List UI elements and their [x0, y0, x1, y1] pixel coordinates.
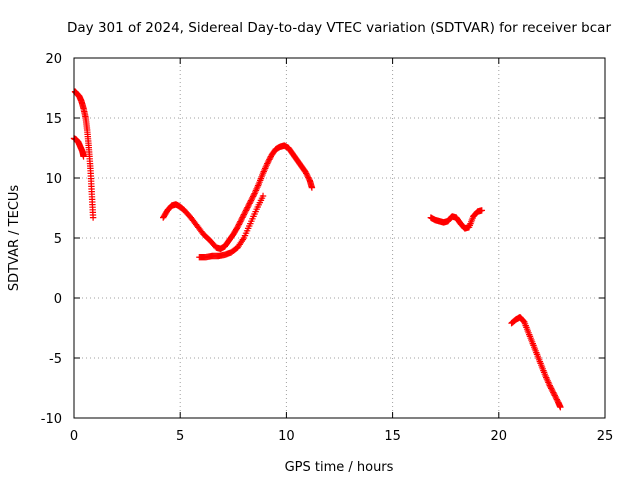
data-point [303, 170, 310, 177]
data-point [308, 184, 316, 191]
x-tick-label: 20 [491, 429, 508, 444]
y-tick-label: 15 [45, 112, 62, 127]
data-point [265, 157, 272, 164]
series-arc2 [70, 135, 87, 160]
data-point [236, 219, 243, 227]
data-point [557, 404, 564, 411]
series-arc4 [196, 192, 267, 261]
data-point [240, 211, 248, 218]
y-tick-label: 10 [45, 172, 62, 187]
y-tick-label: -10 [41, 412, 62, 427]
x-tick-label: 0 [70, 429, 78, 444]
x-tick-label: 5 [176, 429, 184, 444]
y-tick-label: 0 [54, 292, 62, 307]
data-point [552, 393, 559, 400]
y-axis-label: SDTVAR / TECUs [7, 185, 22, 292]
data-point [247, 197, 255, 204]
data-point [249, 194, 256, 201]
data-point [242, 208, 249, 215]
data-point [237, 217, 245, 224]
data-point [89, 214, 97, 221]
data-point [235, 221, 243, 228]
data-point [304, 173, 311, 180]
data-point [242, 207, 250, 214]
data-point [266, 154, 274, 162]
data-point [302, 168, 309, 176]
x-tick-label: 10 [278, 429, 295, 444]
data-point [553, 396, 561, 403]
data-point [250, 191, 258, 199]
data-point [244, 204, 251, 211]
data-point [237, 218, 244, 225]
data-point [80, 153, 87, 160]
data-point [546, 382, 553, 389]
data-point [238, 215, 245, 222]
data-point [550, 389, 557, 396]
data-point [235, 222, 242, 229]
data-point [551, 392, 558, 399]
data-point [234, 224, 241, 231]
data-point [303, 171, 311, 178]
axis-ticks: 0 5 10 15 20 25 -10 -5 0 5 10 15 20 [41, 52, 614, 444]
data-point [264, 160, 271, 167]
data-point [478, 207, 486, 214]
data-series [70, 88, 564, 411]
x-tick-label: 15 [384, 429, 401, 444]
data-point [240, 212, 247, 220]
series-arc1 [71, 88, 97, 221]
data-point [305, 174, 312, 181]
grid-lines [74, 58, 605, 418]
y-tick-label: 20 [45, 52, 62, 67]
data-point [239, 214, 246, 221]
series-arc6 [508, 314, 564, 411]
data-point [266, 156, 273, 163]
data-point [249, 193, 257, 200]
series-arc3 [160, 142, 316, 252]
y-tick-label: 5 [54, 232, 62, 247]
data-point [264, 159, 272, 166]
data-point [550, 390, 558, 398]
series-arc5 [427, 207, 486, 232]
data-point [259, 192, 267, 200]
data-point [548, 386, 556, 393]
data-point [552, 395, 560, 402]
data-point [245, 201, 253, 208]
data-point [243, 205, 250, 213]
data-point [547, 383, 554, 391]
y-tick-label: -5 [49, 352, 62, 367]
data-point [244, 203, 252, 210]
data-point [246, 200, 253, 207]
x-axis-label: GPS time / hours [285, 460, 394, 475]
data-point [547, 385, 555, 392]
data-point [549, 388, 556, 395]
data-point [241, 210, 248, 217]
data-point [248, 196, 255, 203]
chart-title: Day 301 of 2024, Sidereal Day-to-day VTE… [67, 20, 611, 36]
data-point [247, 198, 254, 206]
x-tick-label: 25 [597, 429, 614, 444]
